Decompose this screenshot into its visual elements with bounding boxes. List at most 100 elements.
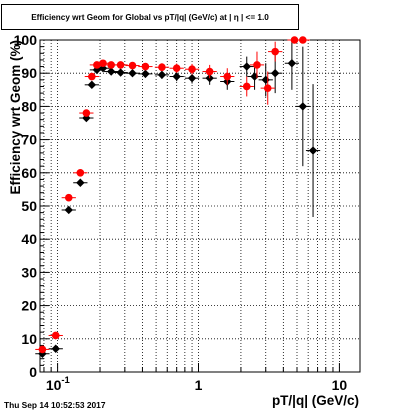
circle-marker bbox=[263, 84, 272, 92]
circle-marker bbox=[38, 345, 47, 354]
diamond-marker bbox=[261, 75, 270, 85]
y-axis-label: Efficiency wrt Geom (%) bbox=[8, 40, 23, 195]
x-axis-label: pT/|q| (GeV/c) bbox=[272, 393, 359, 408]
y-tick-label: 70 bbox=[21, 132, 37, 148]
diamond-marker bbox=[308, 146, 318, 155]
data-point bbox=[73, 178, 88, 187]
circle-marker bbox=[82, 109, 91, 117]
circle-marker bbox=[128, 61, 137, 70]
data-point bbox=[84, 72, 99, 81]
circle-marker bbox=[116, 61, 125, 69]
circle-marker bbox=[141, 62, 150, 71]
data-point bbox=[284, 40, 300, 90]
circle-marker bbox=[107, 61, 115, 69]
data-point bbox=[260, 71, 275, 105]
circle-marker bbox=[271, 47, 279, 56]
y-tick-label: 20 bbox=[21, 298, 37, 314]
data-point bbox=[125, 61, 140, 70]
data-point bbox=[48, 331, 63, 340]
y-tick-label: 10 bbox=[21, 331, 37, 347]
diamond-marker bbox=[287, 59, 297, 68]
data-point bbox=[73, 169, 88, 177]
data-point bbox=[295, 36, 310, 44]
diamond-marker bbox=[270, 69, 280, 78]
data-point bbox=[305, 84, 321, 217]
data-point bbox=[184, 63, 200, 75]
diamond-marker bbox=[98, 64, 108, 73]
circle-marker bbox=[88, 72, 96, 81]
circle-marker bbox=[172, 64, 181, 73]
data-point bbox=[138, 69, 153, 79]
data-point bbox=[154, 70, 170, 80]
diamond-marker bbox=[106, 67, 116, 76]
data-point bbox=[113, 68, 128, 77]
data-point bbox=[268, 41, 283, 62]
grid-lines bbox=[40, 40, 360, 372]
circle-marker bbox=[290, 36, 299, 44]
data-point bbox=[104, 67, 119, 76]
data-point bbox=[61, 205, 76, 215]
circle-marker bbox=[205, 67, 214, 76]
data-point bbox=[295, 46, 310, 167]
circle-marker bbox=[253, 61, 261, 69]
circle-marker bbox=[76, 169, 85, 177]
data-point bbox=[184, 72, 200, 84]
diamond-marker bbox=[242, 62, 251, 71]
diamond-marker bbox=[250, 72, 259, 81]
chart-title: Efficiency wrt Geom for Global vs pT/|q|… bbox=[31, 12, 269, 22]
data-point bbox=[249, 51, 265, 79]
diamond-marker bbox=[298, 102, 308, 111]
series-diamond bbox=[35, 40, 321, 358]
data-point bbox=[61, 193, 76, 202]
data-point bbox=[220, 68, 235, 85]
data-point bbox=[169, 63, 184, 73]
data-series bbox=[35, 36, 321, 358]
data-point bbox=[35, 345, 50, 354]
data-point bbox=[154, 63, 170, 72]
diamond-marker bbox=[172, 72, 181, 81]
circle-marker bbox=[51, 331, 60, 340]
data-point bbox=[239, 56, 254, 77]
y-tick-label: 0 bbox=[29, 364, 37, 380]
data-point bbox=[202, 64, 217, 79]
diamond-marker bbox=[116, 68, 125, 77]
data-point bbox=[113, 61, 128, 69]
data-point bbox=[125, 69, 140, 78]
circle-marker bbox=[299, 36, 307, 44]
data-point bbox=[258, 63, 273, 97]
y-tick-label: 60 bbox=[21, 165, 37, 181]
x-tick-label: 10 bbox=[46, 377, 62, 393]
data-point bbox=[48, 344, 63, 353]
circle-marker bbox=[158, 63, 166, 72]
chart-title-box: Efficiency wrt Geom for Global vs pT/|q|… bbox=[1, 4, 299, 30]
diamond-marker bbox=[141, 69, 150, 79]
y-tick-label: 30 bbox=[21, 264, 37, 280]
y-tick-label: 40 bbox=[21, 231, 37, 247]
diamond-marker bbox=[76, 178, 85, 187]
diamond-marker bbox=[64, 205, 73, 215]
circle-marker bbox=[64, 193, 73, 202]
x-tick-label: 1 bbox=[195, 377, 203, 393]
data-point bbox=[239, 76, 254, 97]
circle-marker bbox=[188, 65, 196, 74]
circle-marker bbox=[242, 82, 251, 91]
diamond-marker bbox=[87, 80, 97, 90]
diamond-marker bbox=[51, 344, 60, 353]
circle-marker bbox=[99, 59, 107, 68]
diamond-marker bbox=[128, 69, 137, 78]
x-tick-label-exponent: -1 bbox=[61, 375, 70, 386]
y-tick-label: 100 bbox=[14, 32, 38, 48]
data-point bbox=[138, 62, 153, 71]
series-circle bbox=[35, 36, 310, 354]
diamond-marker bbox=[157, 70, 167, 80]
data-point bbox=[79, 109, 94, 117]
y-tick-label: 80 bbox=[21, 98, 37, 114]
data-point bbox=[84, 80, 99, 90]
data-point bbox=[169, 71, 184, 82]
circle-marker bbox=[223, 72, 232, 81]
x-tick-label: 10 bbox=[332, 377, 348, 393]
y-tick-label: 50 bbox=[21, 198, 37, 214]
timestamp: Thu Sep 14 10:52:53 2017 bbox=[4, 400, 106, 410]
